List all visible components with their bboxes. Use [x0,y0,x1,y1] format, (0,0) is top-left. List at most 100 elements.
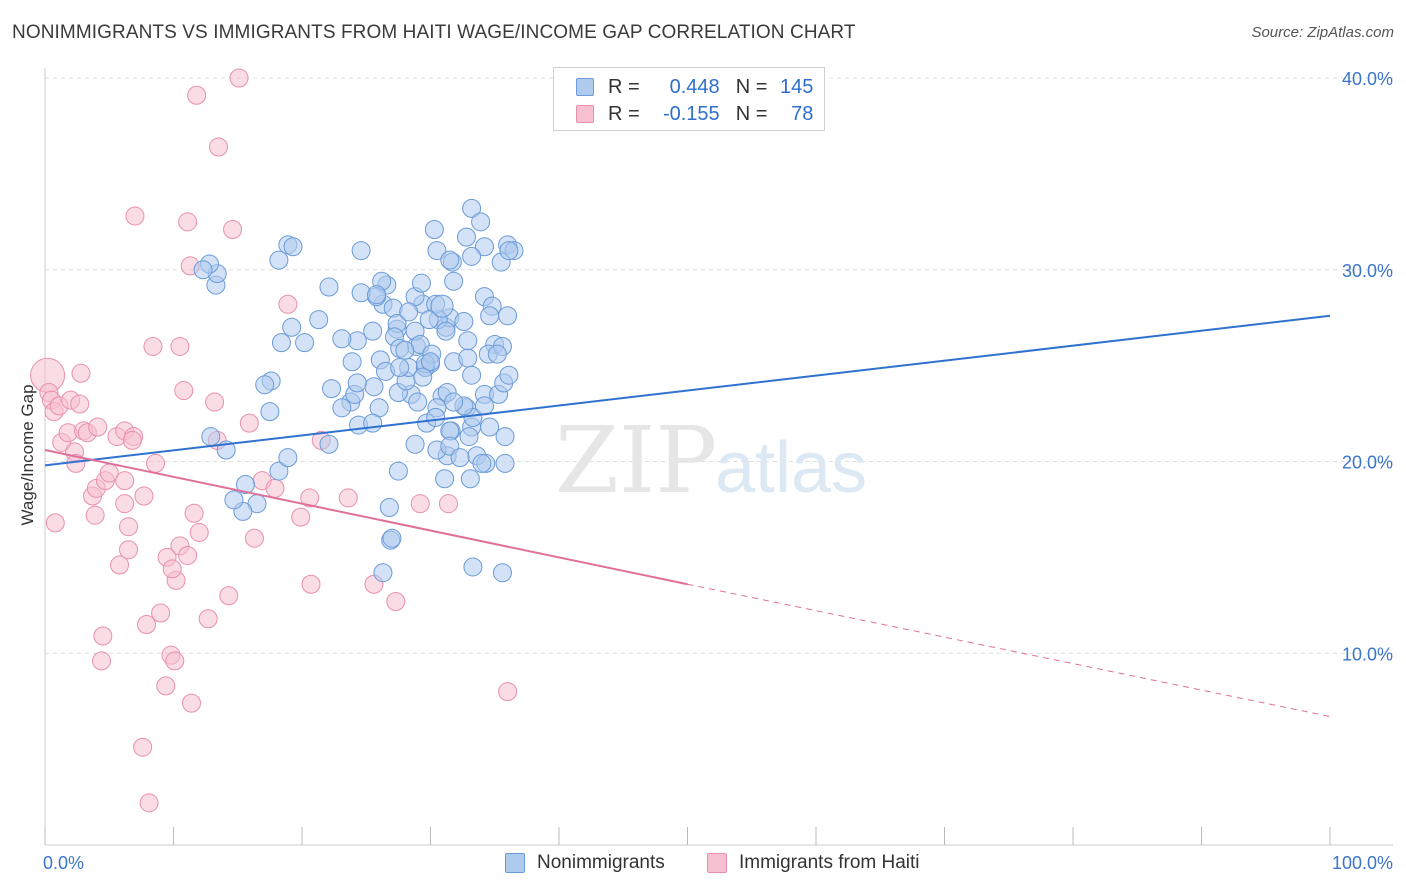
nonimmigrant-point [295,333,315,353]
legend-swatch-pink [707,853,727,873]
nonimmigrant-point [462,246,482,266]
y-tick-labels: 10.0% 20.0% 30.0% 40.0% [1342,69,1393,664]
haiti-point [184,503,204,523]
haiti-point [156,676,176,696]
chart-title: NONIMMIGRANTS VS IMMIGRANTS FROM HAITI W… [12,22,856,43]
haiti-trendline-dashed [687,583,1331,718]
nonimmigrant-point [367,285,387,305]
y-tick-label: 30.0% [1342,261,1393,281]
nonimmigrant-point [430,294,454,318]
haiti-point [229,68,249,88]
nonimmigrant-point [480,306,500,326]
haiti-point [278,294,298,314]
haiti-point [151,603,171,623]
haiti-point [92,651,112,671]
haiti-point [219,586,239,606]
nonimmigrant-point [456,227,476,247]
haiti-point [205,392,225,412]
nonimmigrant-point [426,407,446,427]
nonimmigrant-points [193,198,524,583]
haiti-point [244,528,264,548]
nonimmigrant-point [322,379,342,399]
haiti-point [208,137,228,157]
nonimmigrant-point [474,237,494,257]
haiti-point [125,206,145,226]
nonimmigrant-point [427,241,447,261]
y-tick-label: 20.0% [1342,453,1393,473]
nonimmigrant-point [450,448,470,468]
nonimmigrant-point [459,427,479,447]
axes [44,68,1393,846]
haiti-point [498,682,518,702]
haiti-point [146,453,166,473]
legend-r-value: -0.155 [662,102,720,125]
nonimmigrant-point [492,563,512,583]
nonimmigrant-point [499,365,519,385]
grid [45,77,1393,654]
haiti-point [115,494,135,514]
haiti-point [137,614,157,634]
legend-label-haiti: Immigrants from Haiti [739,852,920,873]
legend-swatch-blue [576,78,594,96]
nonimmigrant-point [480,417,500,437]
haiti-trendline-solid [44,449,688,586]
haiti-point [143,336,163,356]
nonimmigrant-point [454,312,474,332]
haiti-point [133,737,153,757]
nonimmigrant-point [399,302,419,322]
haiti-point [291,507,311,527]
nonimmigrant-point [395,340,415,360]
nonimmigrant-point [463,557,483,577]
haiti-point [181,693,201,713]
haiti-point [45,513,65,533]
nonimmigrant-point [363,321,383,341]
haiti-point [88,417,108,437]
nonimmigrant-point [444,392,464,412]
haiti-points [30,68,518,813]
y-axis-title: Wage/Income Gap [18,384,37,525]
nonimmigrant-point [390,358,410,378]
nonimmigrant-point [269,461,289,481]
nonimmigrant-point [363,413,383,433]
nonimmigrant-point [319,277,339,297]
nonimmigrant-point [319,434,339,454]
nonimmigrant-point [487,344,507,364]
nonimmigrant-point [419,310,439,330]
nonimmigrant-point [472,453,492,473]
haiti-point [338,488,358,508]
nonimmigrant-point [435,469,455,489]
nonimmigrant-point [235,475,255,495]
nonimmigrant-point [193,260,213,280]
haiti-point [178,212,198,232]
nonimmigrant-point [382,528,402,548]
haiti-point [115,471,135,491]
nonimmigrant-point [499,241,519,261]
nonimmigrant-point [342,352,362,372]
legend-row-nonimmigrants: R = 0.448 N = 145 [576,74,813,100]
x-tick-label: 100.0% [1332,853,1393,873]
haiti-point [301,574,321,594]
nonimmigrant-point [440,250,460,270]
nonimmigrant-point [471,212,491,232]
haiti-point [93,626,113,646]
haiti-point [187,85,207,105]
nonimmigrant-point [201,427,221,447]
legend-r-label: R = [608,102,640,125]
nonimmigrant-point [462,365,482,385]
nonimmigrant-point [424,219,444,239]
nonimmigrant-point [269,250,289,270]
haiti-point [70,394,90,414]
nonimmigrant-point [495,427,515,447]
nonimmigrant-point [309,310,329,330]
nonimmigrant-point [364,377,384,397]
nonimmigrant-point [444,271,464,291]
legend-swatch-pink [576,105,594,123]
haiti-point [165,651,185,671]
legend-n-label: N = [735,102,768,125]
haiti-point [223,219,243,239]
nonimmigrant-point [260,402,280,422]
nonimmigrant-point [460,469,480,489]
nonimmigrant-point [498,306,518,326]
nonimmigrant-point [347,373,367,393]
nonimmigrant-point [495,453,515,473]
